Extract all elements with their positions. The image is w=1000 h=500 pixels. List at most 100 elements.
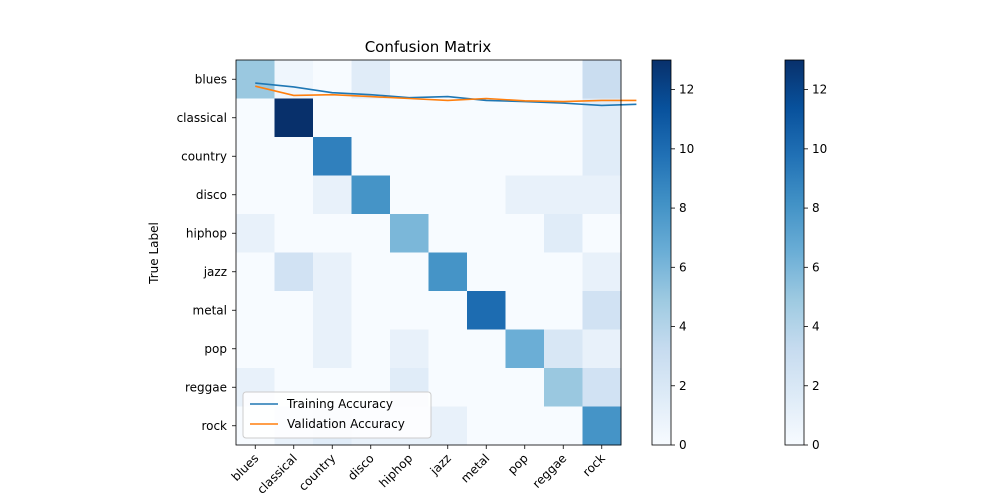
cell-hiphop-classical xyxy=(274,214,314,253)
cell-pop-reggae xyxy=(544,329,583,369)
x-tick-label: pop xyxy=(505,451,531,477)
cell-metal-metal xyxy=(467,291,506,330)
cell-classical-classical xyxy=(274,98,314,138)
x-tick-label: classical xyxy=(254,451,300,497)
cell-rock-jazz xyxy=(428,406,468,446)
y-tick-label: jazz xyxy=(203,265,227,279)
cell-country-reggae xyxy=(544,137,583,176)
y-tick-label: reggae xyxy=(185,380,227,394)
cell-disco-disco xyxy=(351,175,391,215)
cell-jazz-disco xyxy=(351,252,391,292)
colorbar-tick-label: 8 xyxy=(812,201,820,215)
cell-metal-pop xyxy=(505,291,545,330)
cell-reggae-pop xyxy=(505,368,545,407)
cell-disco-country xyxy=(313,175,352,215)
cell-metal-hiphop xyxy=(390,291,429,330)
cell-country-rock xyxy=(582,137,622,176)
heatmap-cells xyxy=(236,60,622,446)
cell-rock-reggae xyxy=(544,406,583,446)
cell-pop-disco xyxy=(351,329,391,369)
y-tick-label: blues xyxy=(195,72,227,86)
legend-box xyxy=(242,391,432,439)
colorbar-tick-label: 4 xyxy=(679,320,687,334)
cell-jazz-classical xyxy=(274,252,314,292)
x-tick-label: hiphop xyxy=(376,451,415,490)
cell-jazz-rock xyxy=(582,252,622,292)
cell-country-disco xyxy=(351,137,391,176)
colorbar-tick-label: 6 xyxy=(679,260,687,274)
plot-frame xyxy=(235,59,622,446)
series-line-validation-accuracy xyxy=(255,85,637,103)
cell-disco-hiphop xyxy=(390,175,429,215)
y-axis-ticks: blues classical country disco hiphop jazz meta… xyxy=(177,72,236,433)
y-tick-label: classical xyxy=(177,111,227,125)
cell-metal-rock xyxy=(582,291,622,330)
cell-pop-metal xyxy=(467,329,506,369)
cell-classical-country xyxy=(313,98,352,138)
cell-country-pop xyxy=(505,137,545,176)
cell-jazz-blues xyxy=(236,252,275,292)
cell-reggae-reggae xyxy=(544,368,583,407)
y-tick-label: metal xyxy=(193,303,227,317)
colorbar-tick-label: 12 xyxy=(679,83,694,97)
cell-pop-pop xyxy=(505,329,545,369)
cell-pop-blues xyxy=(236,329,275,369)
series-line-training-accuracy xyxy=(255,82,637,107)
x-tick-label: jazz xyxy=(427,451,454,478)
cell-disco-metal xyxy=(467,175,506,215)
cell-blues-jazz xyxy=(428,60,468,99)
cell-country-jazz xyxy=(428,137,468,176)
cell-country-classical xyxy=(274,137,314,176)
colorbar-tick-label: 0 xyxy=(812,438,820,452)
cell-metal-country xyxy=(313,291,352,330)
cell-disco-rock xyxy=(582,175,622,215)
cell-classical-reggae xyxy=(544,98,583,138)
cell-jazz-reggae xyxy=(544,252,583,292)
colorbar-tick-label: 10 xyxy=(812,142,827,156)
y-tick-label: rock xyxy=(201,419,227,433)
line-overlay xyxy=(255,82,637,107)
cell-jazz-jazz xyxy=(428,252,468,292)
x-tick-label: rock xyxy=(580,451,608,479)
cell-rock-rock xyxy=(582,406,622,446)
colorbar-tick-label: 2 xyxy=(812,379,820,393)
cell-reggae-metal xyxy=(467,368,506,407)
colorbar-tick-label: 2 xyxy=(679,379,687,393)
cell-hiphop-rock xyxy=(582,214,622,253)
cell-blues-metal xyxy=(467,60,506,99)
cell-pop-jazz xyxy=(428,329,468,369)
y-tick-label: disco xyxy=(196,188,227,202)
cell-blues-disco xyxy=(351,60,391,99)
colorbar-tick-label: 8 xyxy=(679,201,687,215)
cell-pop-hiphop xyxy=(390,329,429,369)
cell-disco-pop xyxy=(505,175,545,215)
cell-metal-jazz xyxy=(428,291,468,330)
cell-metal-blues xyxy=(236,291,275,330)
cell-country-metal xyxy=(467,137,506,176)
colorbar-1 xyxy=(651,59,672,446)
legend-label: Training Accuracy xyxy=(286,397,393,411)
colorbar-2 xyxy=(784,59,805,446)
y-tick-label: pop xyxy=(204,342,227,356)
cell-blues-hiphop xyxy=(390,60,429,99)
cell-blues-reggae xyxy=(544,60,583,99)
y-tick-label: country xyxy=(181,149,227,163)
cell-disco-blues xyxy=(236,175,275,215)
cell-metal-disco xyxy=(351,291,391,330)
x-tick-label: reggae xyxy=(530,451,570,491)
cell-jazz-country xyxy=(313,252,352,292)
cell-classical-hiphop xyxy=(390,98,429,138)
chart-title: Confusion Matrix xyxy=(365,38,492,56)
y-tick-label: hiphop xyxy=(186,226,227,240)
cell-country-country xyxy=(313,137,352,176)
cell-hiphop-jazz xyxy=(428,214,468,253)
cell-blues-classical xyxy=(274,60,314,99)
legend: Training Accuracy Validation Accuracy xyxy=(242,391,432,439)
x-tick-label: metal xyxy=(458,451,492,485)
cell-blues-blues xyxy=(236,60,275,99)
x-tick-label: country xyxy=(296,451,338,493)
cell-classical-pop xyxy=(505,98,545,138)
cell-jazz-hiphop xyxy=(390,252,429,292)
cell-pop-classical xyxy=(274,329,314,369)
